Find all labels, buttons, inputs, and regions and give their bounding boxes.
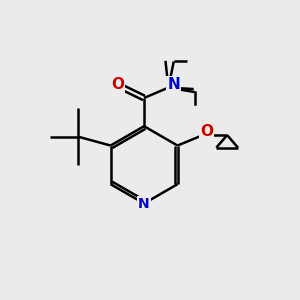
Text: O: O [111,77,124,92]
Text: N: N [167,77,180,92]
Text: N: N [138,197,150,211]
Text: O: O [200,124,213,139]
